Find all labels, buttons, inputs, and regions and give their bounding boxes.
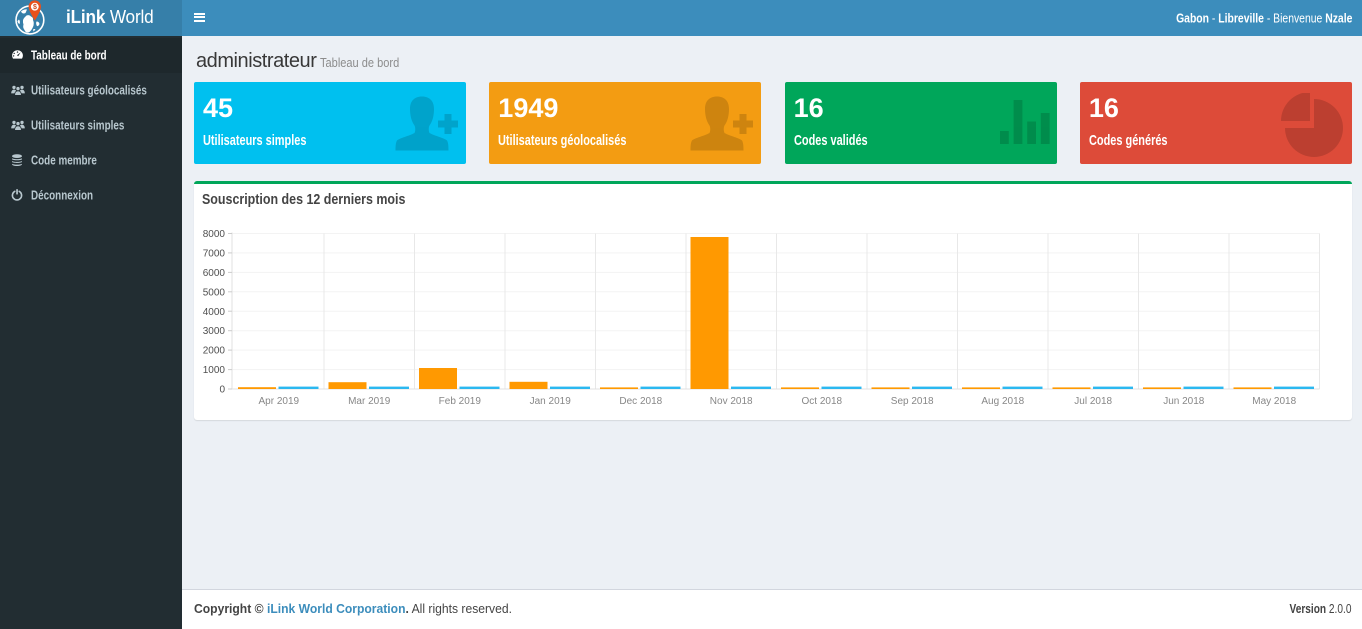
svg-text:2000: 2000	[203, 346, 226, 357]
svg-text:Apr 2019: Apr 2019	[259, 396, 300, 407]
svg-text:6000: 6000	[203, 268, 226, 279]
svg-text:1000: 1000	[203, 365, 226, 376]
svg-text:Aug 2018: Aug 2018	[981, 396, 1024, 407]
svg-text:$: $	[33, 4, 37, 11]
svg-text:7000: 7000	[203, 248, 226, 259]
svg-text:Feb 2019: Feb 2019	[439, 396, 482, 407]
svg-text:4000: 4000	[203, 307, 226, 318]
svg-text:May 2018: May 2018	[1252, 396, 1296, 407]
svg-text:Jul 2018: Jul 2018	[1074, 396, 1112, 407]
svg-text:5000: 5000	[203, 287, 226, 298]
svg-text:3000: 3000	[203, 326, 226, 337]
svg-text:Jun 2018: Jun 2018	[1163, 396, 1205, 407]
svg-text:0: 0	[219, 385, 225, 396]
svg-text:Oct 2018: Oct 2018	[802, 396, 843, 407]
svg-text:Jan 2019: Jan 2019	[530, 396, 572, 407]
svg-text:Nov 2018: Nov 2018	[710, 396, 753, 407]
svg-text:8000: 8000	[203, 229, 226, 240]
svg-text:Dec 2018: Dec 2018	[619, 396, 662, 407]
svg-text:Sep 2018: Sep 2018	[891, 396, 934, 407]
svg-text:Mar 2019: Mar 2019	[348, 396, 391, 407]
